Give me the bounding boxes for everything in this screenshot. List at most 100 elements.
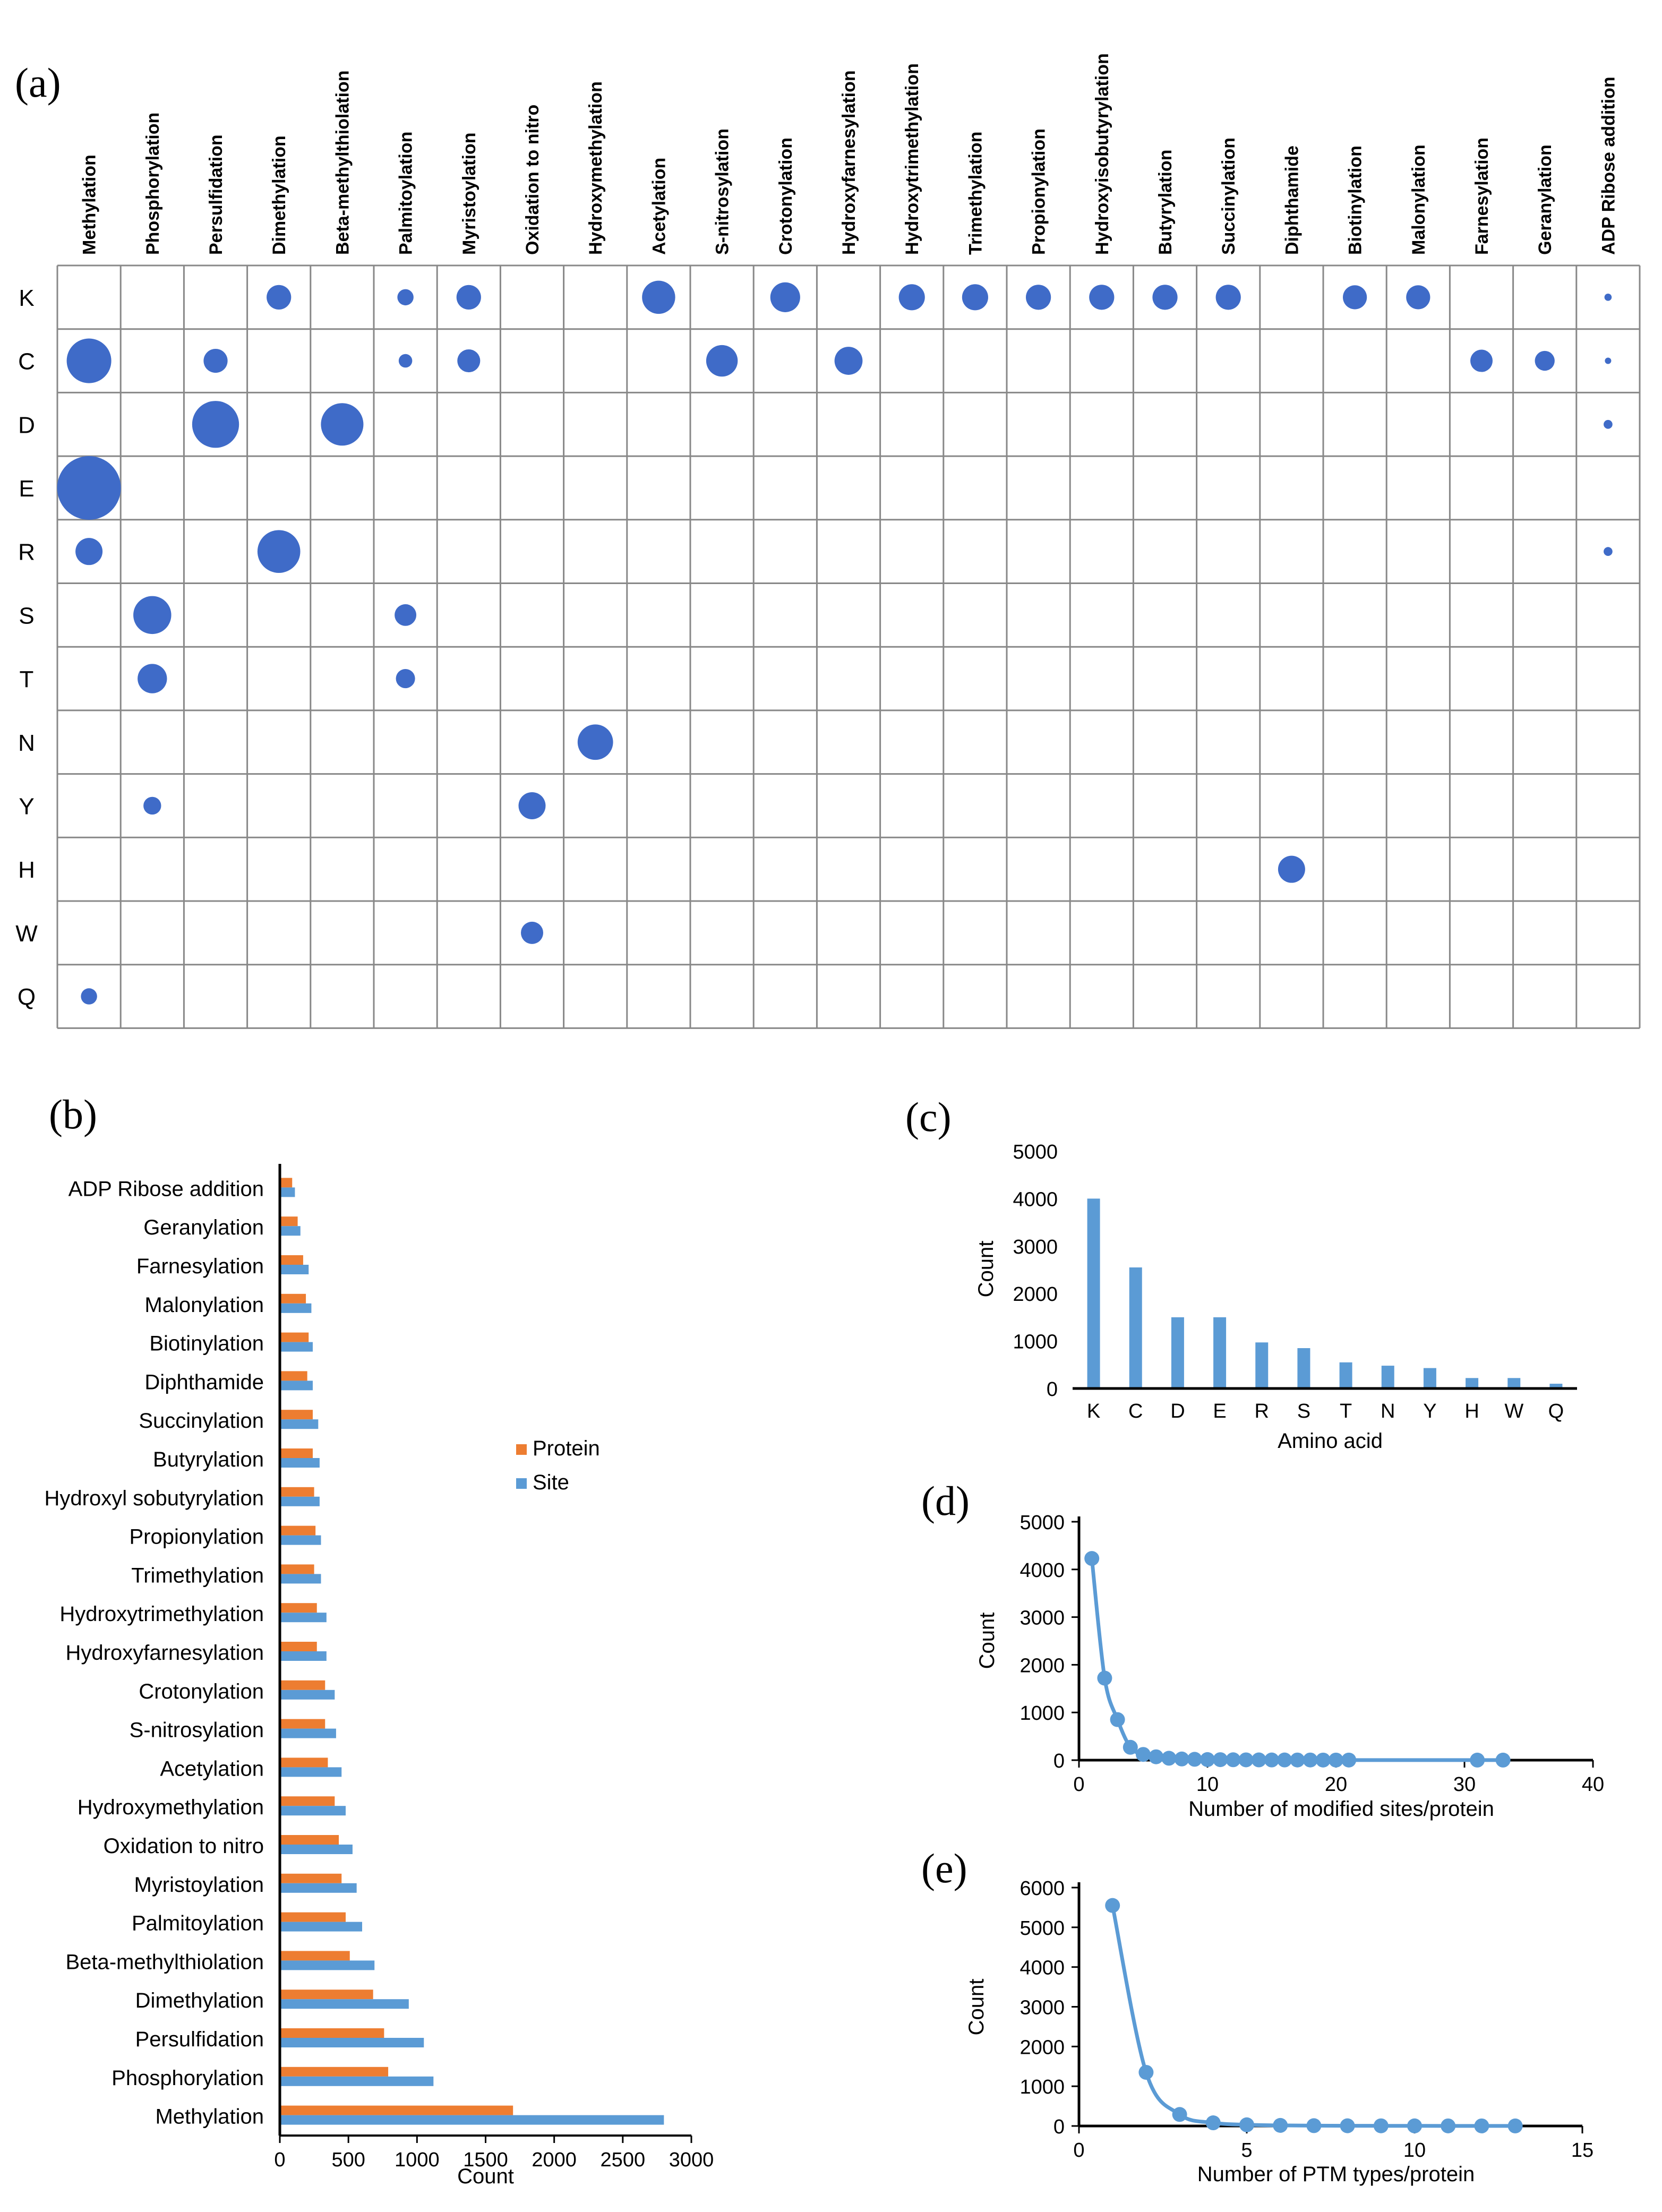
bubble-k-acetylation bbox=[642, 280, 675, 314]
bubble-c-persulfidation bbox=[203, 348, 228, 373]
y-tick-label: 0 bbox=[1053, 1750, 1065, 1772]
panel-label-c: (c) bbox=[905, 1094, 952, 1140]
data-point-2 bbox=[1138, 2064, 1154, 2080]
data-point-3 bbox=[1172, 2107, 1187, 2122]
row-label-w: W bbox=[15, 921, 38, 947]
bar-e bbox=[1213, 1317, 1227, 1388]
data-point-20 bbox=[1329, 1752, 1343, 1768]
y-tick-label: 1000 bbox=[1013, 1331, 1058, 1353]
data-point-6 bbox=[1273, 2117, 1288, 2133]
row-label-e: E bbox=[19, 476, 34, 502]
y-tick-label: 6000 bbox=[1020, 1877, 1065, 1900]
x-tick-label: 2000 bbox=[532, 2149, 577, 2171]
column-header-butyrylation: Butyrylation bbox=[1155, 150, 1176, 255]
bubble-e-methylation bbox=[57, 456, 121, 520]
row-label-n: N bbox=[18, 730, 35, 756]
column-header-oxidation-to-nitro: Oxidation to nitro bbox=[522, 105, 543, 255]
data-point-10 bbox=[1407, 2118, 1422, 2133]
column-header-crotonylation: Crotonylation bbox=[776, 138, 796, 255]
bar-protein-diphthamide bbox=[280, 1371, 307, 1381]
data-point-2 bbox=[1097, 1670, 1112, 1686]
data-point-12 bbox=[1474, 2118, 1489, 2133]
bubble-k-succinylation bbox=[1215, 285, 1241, 310]
data-point-9 bbox=[1373, 2118, 1389, 2133]
data-point-11 bbox=[1441, 2118, 1456, 2133]
bar-protein-geranylation bbox=[280, 1216, 298, 1227]
x-axis-label: Amino acid bbox=[1278, 1429, 1383, 1453]
amino-acid-bar-chart: K C D E R S T N Y H W Q 0 1000 2000 3000 4000 5000 Amino a… bbox=[974, 1141, 1577, 1453]
column-header-malonylation: Malonylation bbox=[1409, 144, 1429, 255]
bar-n bbox=[1381, 1366, 1394, 1388]
column-header-adp-ribose-addition: ADP Ribose addition bbox=[1598, 76, 1618, 255]
data-point-12 bbox=[1226, 1752, 1241, 1768]
y-tick-label: 0 bbox=[1047, 1378, 1058, 1401]
y-tick-label: 4000 bbox=[1013, 1188, 1058, 1211]
bubble-k-malonylation bbox=[1406, 285, 1430, 310]
data-point-13 bbox=[1238, 1752, 1254, 1768]
bubble-y-phosphorylation bbox=[143, 796, 161, 815]
bubble-c-geranylation bbox=[1535, 350, 1555, 371]
bar-site-hydroxymethylation bbox=[280, 1806, 346, 1816]
category-label-biotinylation: Biotinylation bbox=[149, 1332, 264, 1356]
x-axis-label: Number of modified sites/protein bbox=[1188, 1797, 1494, 1821]
bubble-y-oxidation-to-nitro bbox=[518, 792, 546, 819]
bar-site-succinylation bbox=[280, 1419, 319, 1429]
bubble-c-farnesylation bbox=[1470, 349, 1493, 372]
sites-per-protein-chart: 0 1000 2000 3000 4000 5000 0 10 20 30 40 Number of … bbox=[975, 1512, 1604, 1821]
category-label-d: D bbox=[1170, 1400, 1185, 1422]
bar-protein-malonylation bbox=[280, 1293, 306, 1304]
column-header-diphthamide: Diphthamide bbox=[1282, 145, 1302, 255]
series-line bbox=[1110, 1905, 1515, 2128]
bar-site-malonylation bbox=[280, 1303, 312, 1313]
category-label-trimethylation: Trimethylation bbox=[131, 1564, 264, 1587]
x-tick-label: 5 bbox=[1241, 2139, 1252, 2162]
column-header-phosphorylation: Phosphorylation bbox=[143, 113, 163, 255]
bar-site-methylation bbox=[280, 2115, 664, 2125]
data-point-19 bbox=[1315, 1752, 1331, 1768]
category-label-malonylation: Malonylation bbox=[144, 1293, 264, 1317]
category-label-c: C bbox=[1128, 1400, 1143, 1422]
bubble-c-s-nitrosylation bbox=[706, 345, 738, 377]
data-point-9 bbox=[1187, 1752, 1202, 1767]
category-label-s: S bbox=[1297, 1400, 1310, 1422]
data-point-16 bbox=[1277, 1752, 1292, 1768]
data-point-21 bbox=[1341, 1752, 1357, 1768]
bar-c bbox=[1129, 1267, 1142, 1388]
x-tick-label: 2500 bbox=[601, 2149, 646, 2171]
bar-site-palmitoylation bbox=[280, 1922, 362, 1932]
bar-y bbox=[1423, 1368, 1436, 1388]
bar-protein-hydroxyl-sobutyrylation bbox=[280, 1487, 314, 1497]
column-header-dimethylation: Dimethylation bbox=[269, 135, 289, 255]
bar-site-hydroxyfarnesylation bbox=[280, 1651, 327, 1661]
bubble-k-adp-ribose-addition bbox=[1604, 294, 1612, 301]
x-tick-label: 1500 bbox=[463, 2149, 508, 2171]
category-label-beta-methylthiolation: Beta-methylthiolation bbox=[65, 1950, 264, 1974]
x-tick-label: 1000 bbox=[395, 2149, 440, 2171]
y-axis-label: Count bbox=[974, 1241, 998, 1298]
category-label-h: H bbox=[1464, 1400, 1479, 1422]
bar-protein-succinylation bbox=[280, 1410, 313, 1420]
bubble-k-hydroxytrimethylation bbox=[898, 284, 925, 311]
data-point-18 bbox=[1303, 1752, 1318, 1768]
category-label-butyrylation: Butyrylation bbox=[153, 1448, 264, 1471]
bubble-k-crotonylation bbox=[770, 282, 800, 312]
bubble-s-palmitoylation bbox=[395, 604, 417, 626]
column-header-trimethylation: Trimethylation bbox=[965, 132, 986, 255]
bar-protein-oxidation-to-nitro bbox=[280, 1835, 339, 1845]
bubble-d-adp-ribose-addition bbox=[1604, 419, 1613, 429]
bar-site-beta-methylthiolation bbox=[280, 1960, 375, 1970]
y-tick-label: 5000 bbox=[1013, 1141, 1058, 1163]
y-tick-label: 1000 bbox=[1020, 2076, 1065, 2098]
bar-protein-crotonylation bbox=[280, 1680, 325, 1690]
column-header-hydroxyfarnesylation: Hydroxyfarnesylation bbox=[839, 70, 859, 255]
column-header-biotinylation: Biotinylation bbox=[1346, 145, 1366, 255]
x-tick-label: 10 bbox=[1403, 2139, 1426, 2162]
bar-protein-phosphorylation bbox=[280, 2067, 389, 2077]
series-line bbox=[1090, 1558, 1503, 1762]
data-point-15 bbox=[1264, 1752, 1279, 1768]
y-tick-label: 5000 bbox=[1020, 1917, 1065, 1940]
row-label-q: Q bbox=[18, 984, 36, 1010]
category-label-q: Q bbox=[1548, 1400, 1564, 1422]
bubble-matrix: Methylation Phosphorylation Persulfidation… bbox=[15, 53, 1641, 1029]
